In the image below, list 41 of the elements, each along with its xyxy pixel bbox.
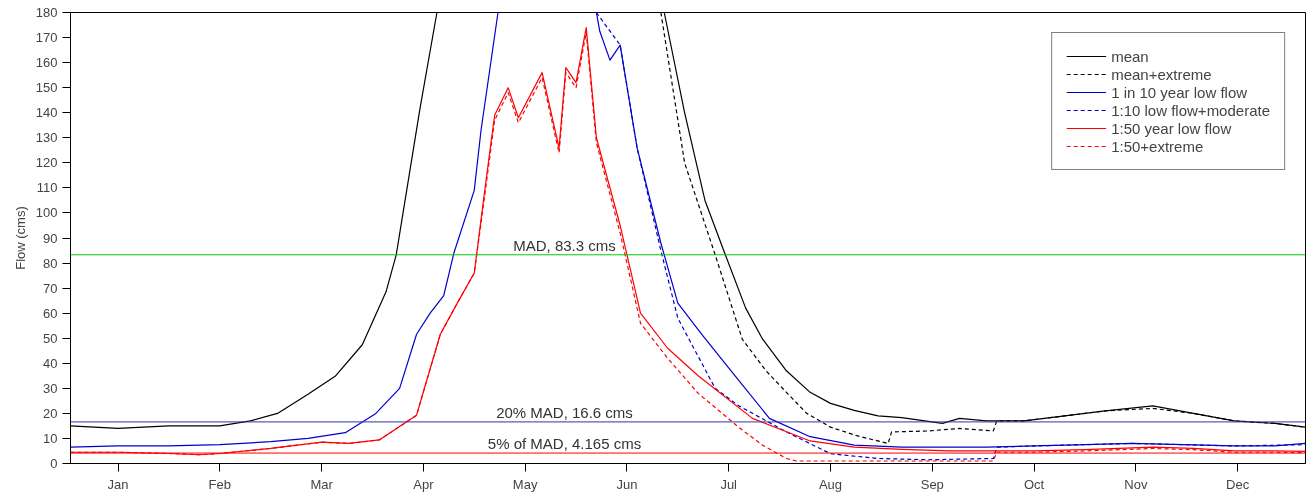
y-tick-label: 180	[35, 5, 58, 20]
legend-label: mean+extreme	[1111, 65, 1212, 83]
y-tick-label: 70	[43, 280, 58, 296]
y-tick-label: 130	[35, 130, 58, 146]
x-tick-label: May	[512, 476, 538, 492]
y-tick-label: 10	[43, 430, 58, 446]
y-tick-label: 90	[43, 230, 58, 246]
y-tick-label: 0	[50, 456, 58, 471]
y-tick-label: 30	[43, 380, 58, 396]
y-tick-label: 160	[35, 55, 58, 71]
x-tick-label: Sep	[920, 476, 944, 492]
y-tick-label: 100	[35, 205, 58, 221]
y-tick-label: 110	[36, 180, 58, 196]
y-tick-label: 20	[43, 405, 58, 421]
x-tick-label: Nov	[1124, 476, 1148, 492]
x-tick-label: Dec	[1226, 476, 1250, 492]
x-tick-label: Jun	[616, 476, 638, 492]
x-tick-label: Oct	[1023, 476, 1045, 492]
x-tick-label: Jan	[107, 476, 129, 492]
legend-label: mean	[1111, 47, 1149, 65]
ref-line-label: 20% MAD, 16.6 cms	[496, 403, 633, 421]
x-tick-label: Apr	[413, 476, 435, 492]
x-tick-label: Aug	[818, 476, 843, 492]
legend-label: 1:10 low flow+moderate	[1111, 101, 1270, 119]
y-tick-label: 150	[35, 80, 58, 96]
y-axis-title: Flow (cms)	[12, 206, 28, 270]
y-tick-label: 120	[35, 155, 58, 171]
x-tick-label: Jul	[720, 476, 738, 492]
y-tick-label: 170	[35, 30, 58, 46]
legend-label: 1:50 year low flow	[1111, 119, 1232, 137]
y-tick-label: 40	[43, 355, 58, 371]
y-tick-label: 50	[43, 330, 58, 346]
ref-line-label: 5% of MAD, 4.165 cms	[487, 435, 642, 453]
legend-label: 1:50+extreme	[1111, 137, 1204, 155]
ref-line-label: MAD, 83.3 cms	[513, 236, 616, 254]
y-tick-label: 80	[43, 255, 58, 271]
y-tick-label: 60	[43, 305, 58, 321]
y-tick-label: 140	[35, 105, 58, 121]
x-tick-label: Mar	[310, 476, 334, 492]
legend-label: 1 in 10 year low flow	[1111, 83, 1248, 101]
x-tick-label: Feb	[208, 476, 231, 492]
